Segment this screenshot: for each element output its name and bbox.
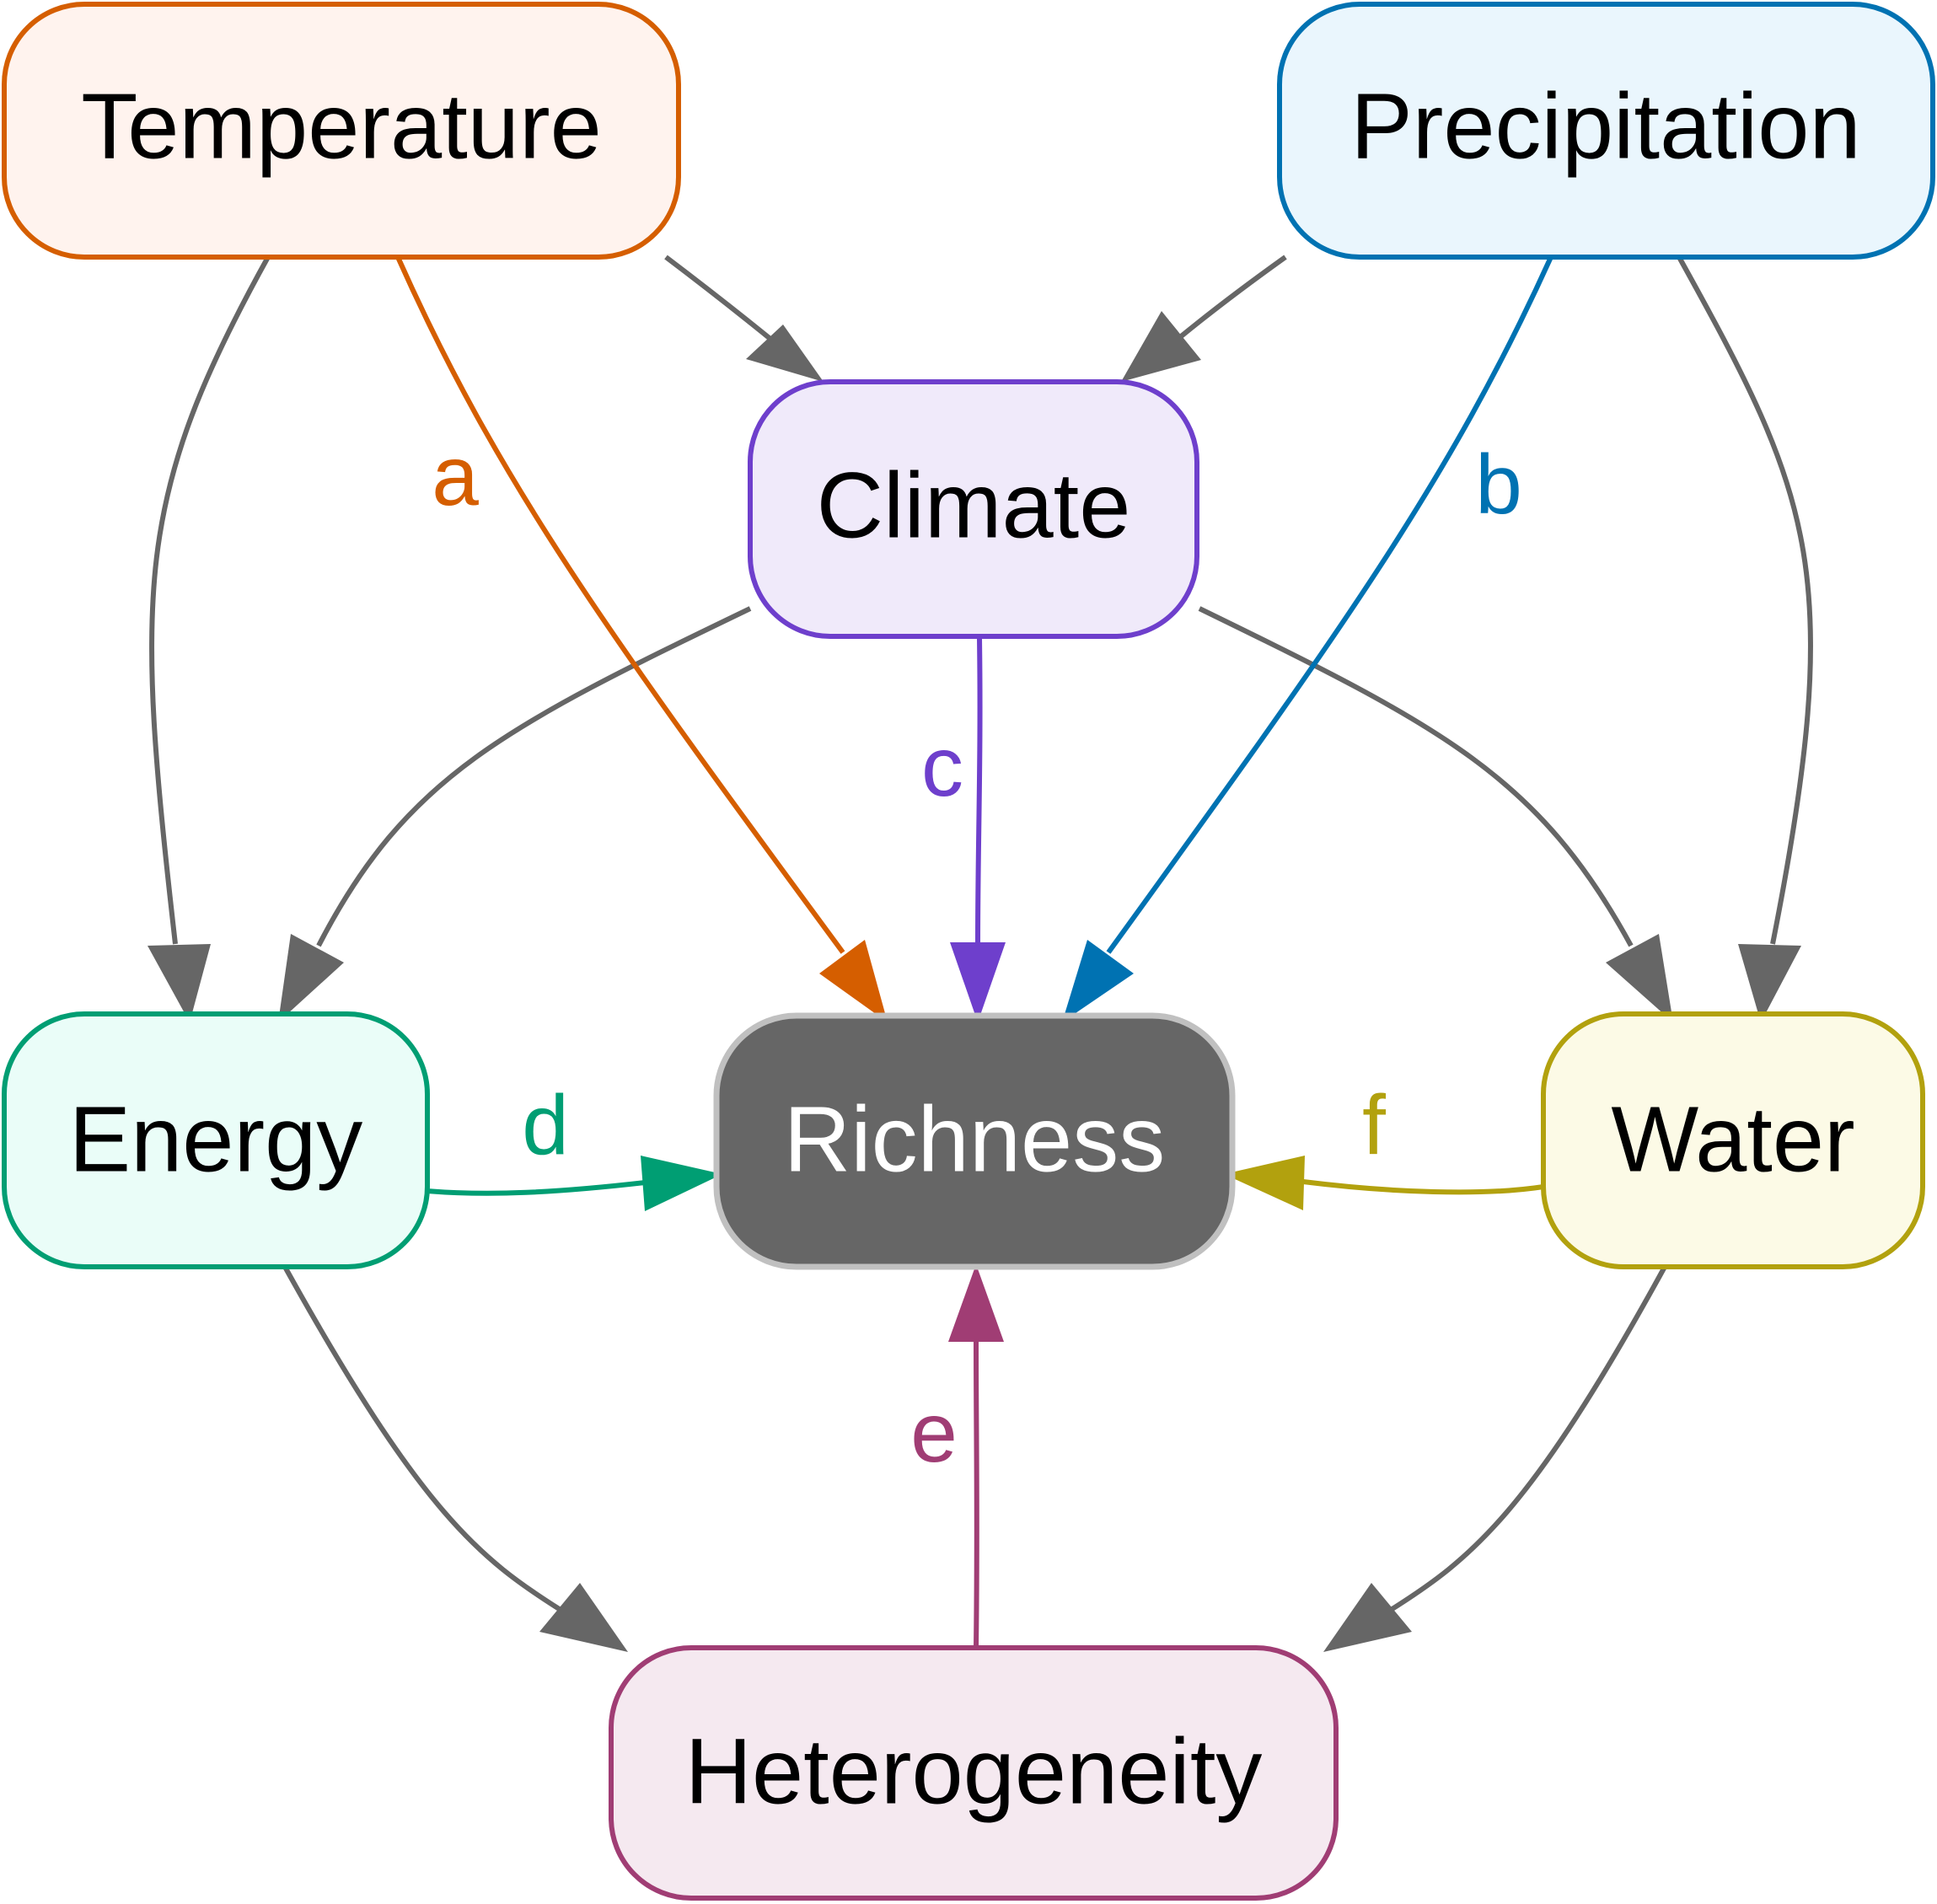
- edge-temperature-richness: [395, 255, 888, 1022]
- edge-label-a: a: [432, 429, 479, 523]
- edge-climate-richness: [950, 637, 1006, 1022]
- node-label-temperature: Temperature: [81, 75, 602, 179]
- edge-precipitation-climate: [1121, 255, 1287, 382]
- node-label-water: Water: [1611, 1088, 1854, 1192]
- edge-precipitation-water: [1677, 255, 1813, 1022]
- node-label-energy: Energy: [69, 1088, 363, 1192]
- edge-climate-water: [1198, 606, 1673, 1022]
- node-label-climate: Climate: [817, 454, 1131, 558]
- edge-temperature-climate: [664, 255, 824, 382]
- node-temperature: Temperature: [2, 2, 681, 260]
- edge-water-richness: [1224, 1156, 1544, 1210]
- edge-heterogeneity-richness: [948, 1264, 1004, 1649]
- edge-label-d: d: [522, 1078, 569, 1172]
- node-water: Water: [1541, 1011, 1925, 1269]
- edge-energy-richness: [427, 1156, 722, 1211]
- node-label-richness: Richness: [784, 1088, 1165, 1192]
- edge-label-b: b: [1475, 437, 1522, 532]
- edge-label-f: f: [1362, 1078, 1386, 1172]
- edge-temperature-energy: [148, 255, 271, 1022]
- edge-label-c: c: [921, 720, 963, 814]
- edge-water-heterogeneity: [1323, 1265, 1667, 1652]
- node-richness: Richness: [713, 1012, 1236, 1270]
- edge-label-e: e: [910, 1386, 958, 1480]
- node-precipitation: Precipitation: [1277, 2, 1935, 260]
- node-label-heterogeneity: Heterogeneity: [685, 1720, 1263, 1824]
- node-climate: Climate: [748, 379, 1199, 639]
- node-energy: Energy: [2, 1011, 430, 1269]
- edge-climate-energy: [278, 606, 752, 1022]
- edge-energy-heterogeneity: [282, 1265, 628, 1652]
- edge-precipitation-richness: [1062, 255, 1553, 1022]
- node-label-precipitation: Precipitation: [1350, 75, 1860, 179]
- node-heterogeneity: Heterogeneity: [609, 1645, 1339, 1901]
